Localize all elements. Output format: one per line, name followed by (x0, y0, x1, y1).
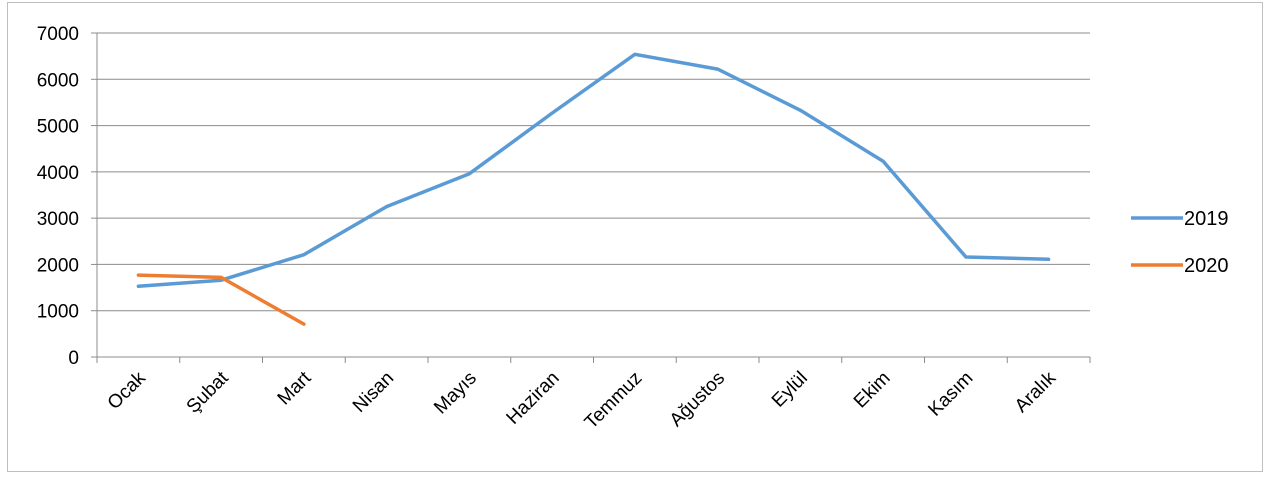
legend-label-2020: 2020 (1184, 255, 1229, 277)
x-tick-label: Mayıs (430, 368, 481, 419)
x-tick-label: Eylül (768, 368, 812, 412)
y-tick-label: 5000 (37, 117, 79, 138)
legend: 2019 2020 (1131, 208, 1229, 277)
x-tick-label: Kasım (924, 368, 977, 421)
series-line-2019 (136, 52, 1051, 288)
y-tick-label: 0 (68, 348, 79, 369)
y-tick-label: 7000 (37, 24, 79, 45)
y-axis-ticks: 0 1000 2000 3000 4000 5000 6000 7000 (37, 24, 79, 369)
legend-label-2019: 2019 (1184, 208, 1229, 230)
y-tick-label: 6000 (37, 70, 79, 91)
chart-frame (7, 2, 1263, 472)
x-tick-label: Ağustos (666, 368, 729, 431)
y-tick-label: 1000 (37, 302, 79, 323)
x-tick-label: Haziran (503, 368, 564, 429)
y-tick-label: 3000 (37, 209, 79, 230)
y-tick-label: 2000 (37, 255, 79, 276)
x-tick-label: Nisan (349, 368, 398, 417)
gridlines (97, 32, 1090, 312)
y-tick-label: 4000 (37, 163, 79, 184)
axes (91, 32, 1091, 363)
series-lines (136, 52, 1051, 326)
x-tick-label: Ocak (104, 367, 151, 414)
x-tick-label: Ekim (850, 368, 895, 413)
x-tick-label: Aralık (1011, 367, 1061, 417)
x-axis-ticks: Ocak Şubat Mart Nisan Mayıs Haziran Temmuz Ağus… (104, 367, 1061, 433)
x-tick-label: Mart (274, 367, 316, 409)
series-line-2020 (136, 273, 306, 326)
x-tick-label: Temmuz (581, 368, 647, 434)
x-tick-label: Şubat (183, 367, 233, 417)
